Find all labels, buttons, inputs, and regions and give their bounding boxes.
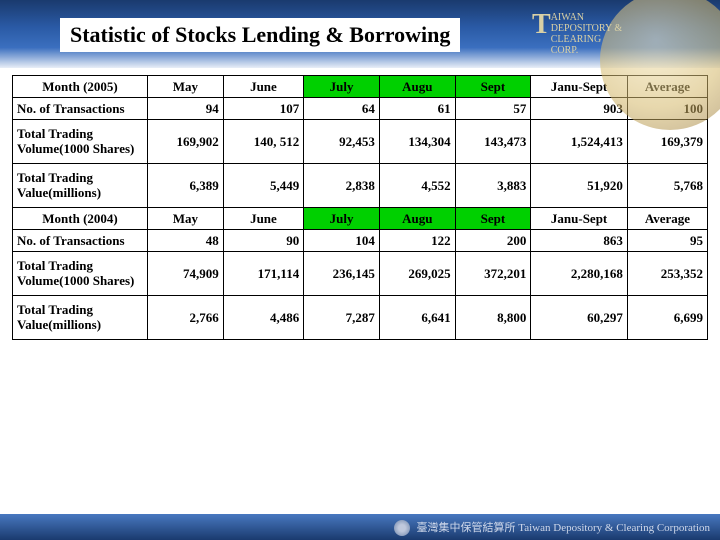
slide-title: Statistic of Stocks Lending & Borrowing <box>60 18 460 52</box>
footer-org-en: Taiwan Depository & Clearing Corporation <box>518 522 710 534</box>
col-july: July <box>304 76 380 98</box>
row-2004-transactions: No. of Transactions 48 90 104 122 200 86… <box>13 230 708 252</box>
row-2005-value: Total Trading Value(millions) 6,389 5,44… <box>13 164 708 208</box>
footer-org-zh: 臺灣集中保管結算所 <box>417 522 516 534</box>
row-2005-transactions: No. of Transactions 94 107 64 61 57 903 … <box>13 98 708 120</box>
tdcc-logo: TAIWANDEPOSITORY &CLEARINGCORP. <box>532 2 712 66</box>
col-june: June <box>223 76 304 98</box>
col-sept: Sept <box>455 76 531 98</box>
stats-table: Month (2005) May June July Augu Sept Jan… <box>12 75 708 340</box>
footer-bar: 臺灣集中保管結算所 Taiwan Depository & Clearing C… <box>0 514 720 540</box>
month-header-2004: Month (2004) <box>13 208 148 230</box>
footer-emblem-icon <box>394 520 410 536</box>
col-may: May <box>148 76 224 98</box>
row-2004-value: Total Trading Value(millions) 2,766 4,48… <box>13 296 708 340</box>
row-2005-volume: Total Trading Volume(1000 Shares) 169,90… <box>13 120 708 164</box>
row-2004-volume: Total Trading Volume(1000 Shares) 74,909… <box>13 252 708 296</box>
col-augu: Augu <box>379 76 455 98</box>
header-row-2004: Month (2004) May June July Augu Sept Jan… <box>13 208 708 230</box>
month-header-2005: Month (2005) <box>13 76 148 98</box>
